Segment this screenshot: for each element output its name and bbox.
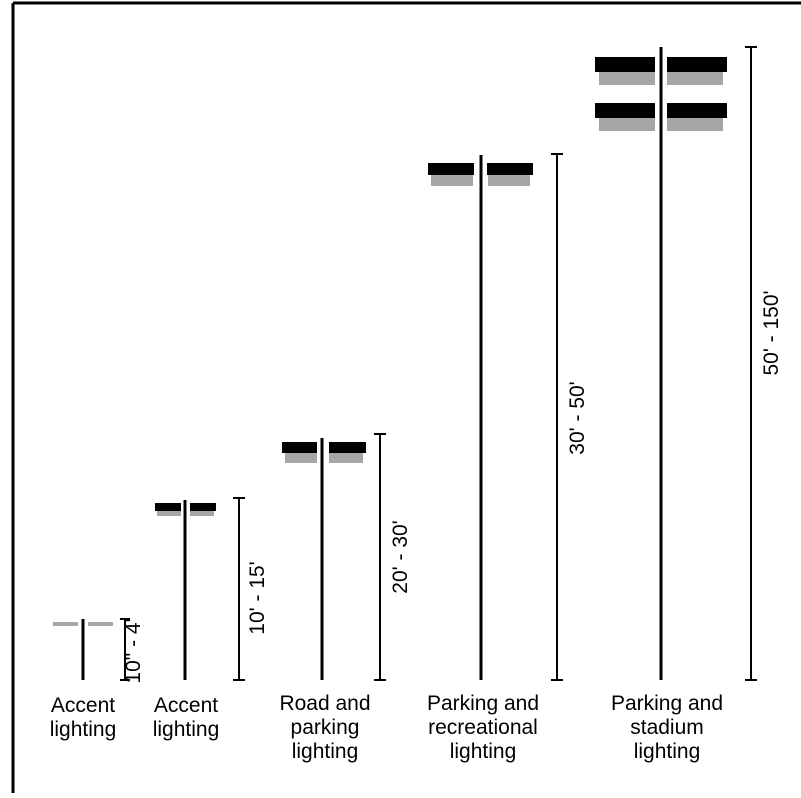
pole-label-line-2: recreational xyxy=(428,716,538,739)
pole-label-line-2: stadium xyxy=(630,716,704,739)
pole-label-line-2: lighting xyxy=(153,718,220,741)
lamp-head-right xyxy=(487,163,533,175)
height-range-label: 20' - 30' xyxy=(389,520,412,593)
lamp-shade-right xyxy=(488,175,530,186)
lamp-head-upper-right xyxy=(667,57,727,72)
pole-label-line-3: lighting xyxy=(634,740,701,763)
pole-label-line-2: parking xyxy=(291,716,360,739)
lamp-head-right xyxy=(88,622,113,626)
pole-group-accent-1: 10" - 4' Accent lighting xyxy=(50,618,145,741)
pole-group-parking-recreational: 30' - 50' Parking and recreational light… xyxy=(427,153,589,763)
height-range-label: 50' - 150' xyxy=(760,290,783,375)
lamp-shade-left xyxy=(285,453,317,463)
lamp-head-lower-right xyxy=(667,103,727,118)
pole-label-line-1: Parking and xyxy=(611,692,723,715)
lamp-head-left xyxy=(155,503,181,511)
lamp-shade-upper-left xyxy=(599,72,655,85)
height-dimension xyxy=(374,433,386,681)
pole-label-line-1: Accent xyxy=(51,694,115,717)
lamp-head-lower-left xyxy=(595,103,655,118)
height-range-label: 10" - 4' xyxy=(122,618,145,683)
lamp-shade-left xyxy=(431,175,473,186)
height-range-label: 10' - 15' xyxy=(246,561,269,634)
pole-group-road-parking: 20' - 30' Road and parking lighting xyxy=(279,433,412,763)
pole-label-line-3: lighting xyxy=(292,740,359,763)
lamp-shade-left xyxy=(157,511,181,516)
pole-group-parking-stadium: 50' - 150' Parking and stadium lighting xyxy=(595,46,783,763)
lamp-head-right xyxy=(190,503,216,511)
height-dimension xyxy=(745,46,757,681)
pole-group-accent-2: 10' - 15' Accent lighting xyxy=(153,497,269,741)
pole-label-line-2: lighting xyxy=(50,718,117,741)
lamp-head-right xyxy=(329,442,366,453)
lamp-head-left xyxy=(428,163,474,175)
height-dimension xyxy=(120,618,130,681)
pole-label-line-1: Accent xyxy=(154,694,218,717)
lamp-head-upper-left xyxy=(595,57,655,72)
pole-label-line-1: Parking and xyxy=(427,692,539,715)
lamp-shade-right xyxy=(329,453,363,463)
lamp-shade-lower-right xyxy=(667,118,723,131)
height-range-label: 30' - 50' xyxy=(566,381,589,454)
lamp-head-left xyxy=(282,442,317,453)
height-dimension xyxy=(233,497,245,681)
lamp-shade-lower-left xyxy=(599,118,655,131)
height-dimension xyxy=(551,153,563,681)
lamp-shade-right xyxy=(190,511,214,516)
lamp-shade-upper-right xyxy=(667,72,723,85)
pole-label-line-1: Road and xyxy=(279,692,370,715)
lamp-head-left xyxy=(53,622,78,626)
pole-label-line-3: lighting xyxy=(450,740,517,763)
